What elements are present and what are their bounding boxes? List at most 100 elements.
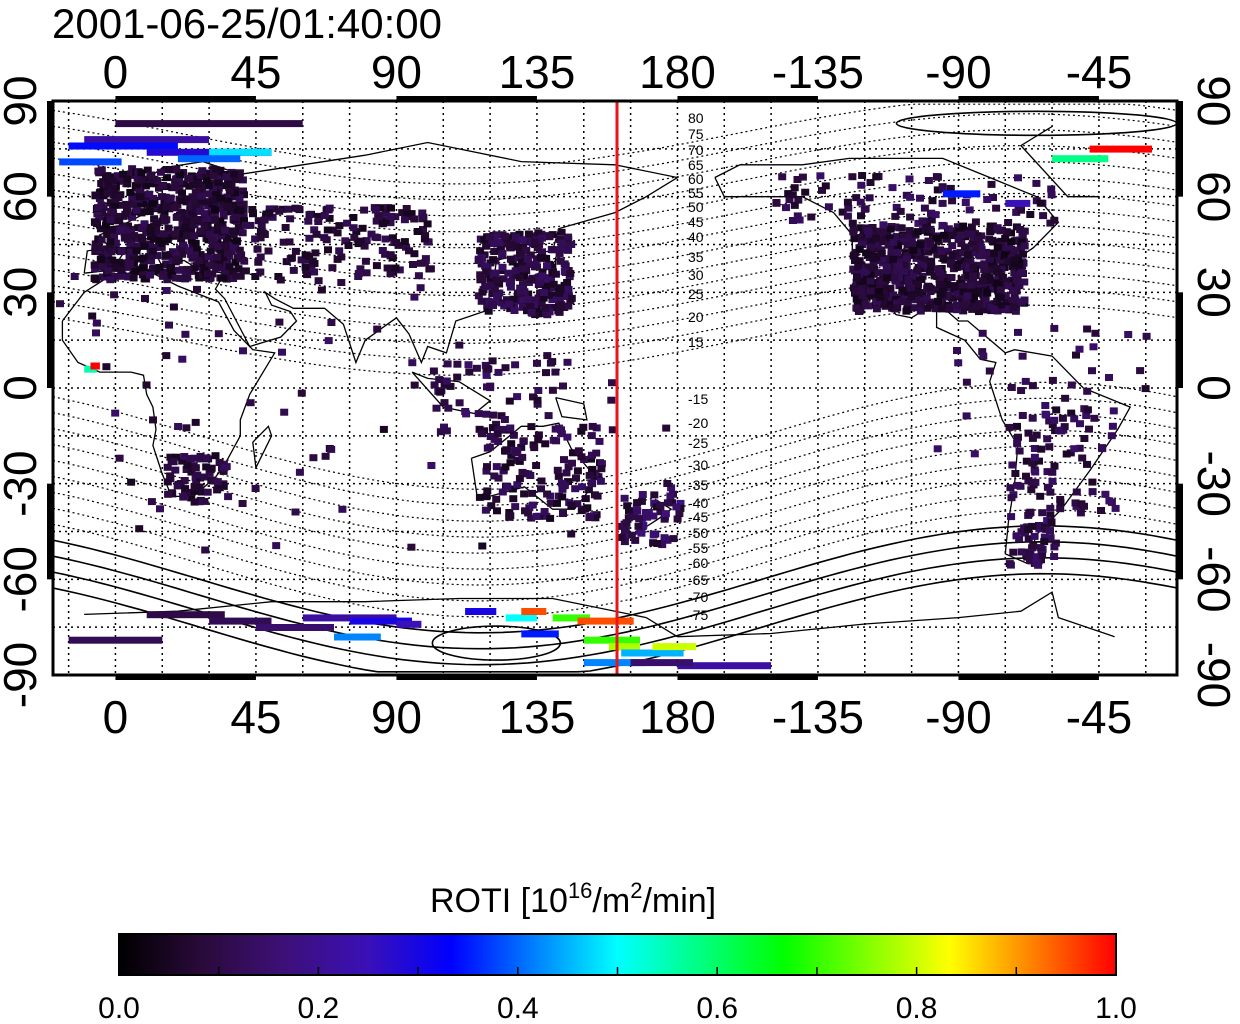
roti-pixel [566,270,575,277]
roti-pixel [248,206,257,213]
map-title: 2001-06-25/01:40:00 [52,0,442,47]
roti-pixel [520,272,528,280]
roti-pixel [1046,488,1055,496]
roti-pixel-band [505,614,537,622]
roti-pixel [916,307,925,315]
roti-pixel [486,433,495,440]
roti-pixel [506,255,515,263]
roti-pixel [1050,543,1059,551]
roti-pixel [874,269,883,277]
roti-pixel [562,469,571,477]
roti-pixel [534,294,543,302]
roti-pixel [146,228,155,236]
roti-pixel [116,260,125,268]
roti-pixel [187,228,195,236]
roti-pixel [125,254,134,262]
roti-pixel [937,247,946,255]
roti-pixel [128,200,137,208]
roti-pixel [1085,425,1093,433]
roti-pixel [117,247,126,255]
roti-pixel [176,197,185,205]
roti-pixel [932,234,941,242]
roti-pixel [487,502,496,510]
coastline [677,591,1115,638]
roti-pixel [1035,457,1043,465]
roti-pixel [1019,250,1027,258]
roti-pixel [1018,352,1027,360]
roti-pixel [1003,257,1012,265]
roti-pixel [405,247,413,255]
roti-pixel [1017,238,1026,246]
roti-pixel [495,280,504,288]
roti-pixel [152,227,161,235]
roti-pixel [527,514,536,522]
roti-pixel [623,502,632,510]
roti-pixel [96,188,105,196]
roti-pixel [959,222,968,230]
roti-pixel [111,212,120,220]
roti-pixel [216,166,225,174]
roti-pixel-band [115,120,303,128]
roti-pixel [569,449,577,457]
roti-pixel [196,227,205,235]
roti-pixel [1011,307,1020,315]
roti-pixel [1083,325,1092,333]
roti-pixel [1017,387,1026,394]
roti-pixel [899,238,908,246]
roti-pixel [499,275,508,283]
roti-pixel [920,204,929,212]
roti-pixel [526,472,535,479]
roti-pixel [214,243,223,251]
roti-pixel [386,219,395,227]
mlat-label-north: 70 [688,142,704,158]
roti-pixel [1035,522,1043,529]
roti-pixel [947,274,956,281]
roti-pixel [251,485,260,492]
roti-pixel [178,457,187,465]
roti-pixel [929,244,938,251]
roti-pixel [964,271,973,279]
roti-pixel [573,500,582,508]
roti-pixel [983,196,992,203]
roti-pixel [856,278,865,286]
roti-pixel [291,247,300,255]
roti-pixel [211,452,220,460]
roti-pixel [512,449,520,457]
roti-pixel [962,297,971,305]
roti-pixel [887,251,896,258]
roti-pixel [962,412,971,420]
roti-pixel [94,167,103,175]
roti-pixel [113,172,122,180]
roti-pixel [123,205,131,213]
roti-pixel [362,237,371,245]
roti-pixel [211,206,219,214]
roti-pixel [676,499,685,507]
roti-pixel [897,298,906,305]
roti-pixel [506,424,515,432]
mlat-label-south: -60 [688,555,708,571]
roti-pixel [903,299,912,307]
roti-pixel [465,368,474,376]
roti-pixel [141,295,149,302]
roti-pixel [914,219,923,227]
roti-pixel [337,279,346,286]
roti-data-pixels [56,120,1152,670]
roti-pixel [279,238,288,246]
roti-pixel [165,321,173,329]
roti-pixel [574,447,583,455]
roti-pixel [560,293,569,300]
roti-pixel [490,472,499,480]
roti-pixel [1028,382,1037,390]
roti-pixel-band [396,620,422,628]
roti-pixel [367,230,376,238]
roti-pixel [474,410,483,418]
roti-pixel [506,283,515,291]
roti-pixel [256,268,265,276]
roti-pixel [135,188,144,196]
roti-pixel [257,222,266,230]
roti-pixel [607,396,616,404]
roti-pixel [203,488,212,496]
roti-pixel [972,302,981,310]
roti-pixel [378,247,387,254]
